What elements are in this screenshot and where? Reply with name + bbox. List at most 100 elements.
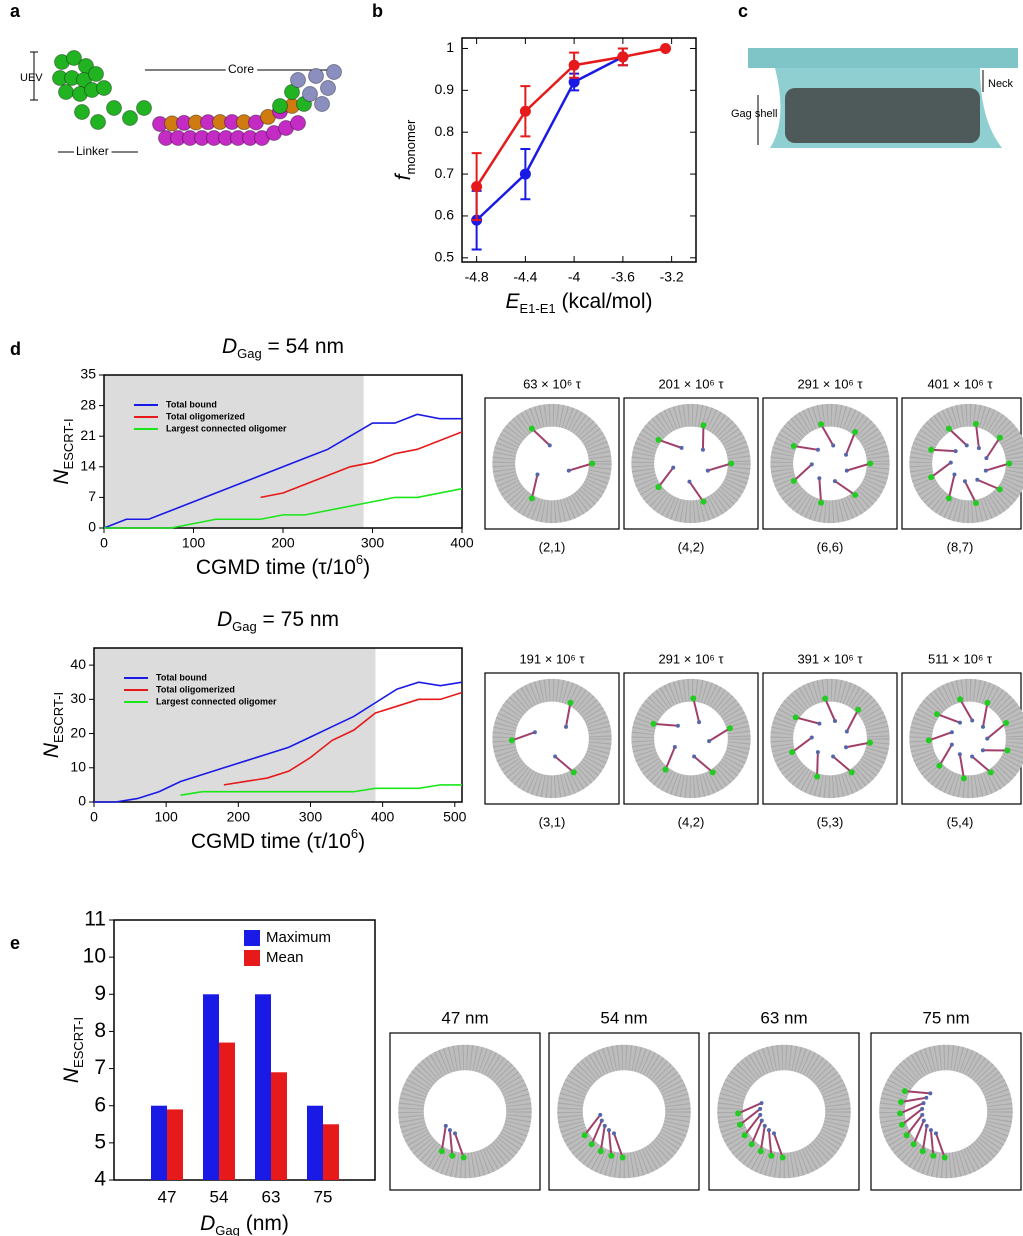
label-part: 6 (356, 552, 363, 567)
escrt-tail (928, 1091, 933, 1096)
x-tick-label: 300 (361, 535, 385, 551)
escrt-chain (737, 1102, 762, 1115)
escrt-chain (599, 1125, 606, 1152)
escrt-tail (844, 452, 849, 457)
label-part: (nm) (240, 1212, 289, 1235)
escrt-chain (948, 427, 968, 447)
chart: 4 5 6 7 8 9 10 11 47 54 63 75 Maximum Mean (83, 908, 376, 1206)
bead (320, 80, 336, 96)
chart: 0 7 14 21 28 35 0 100 200 300 400 Total bound Total … (80, 366, 473, 551)
escrt-chain (900, 1096, 927, 1103)
escrt-head (957, 696, 964, 703)
escrt-head (460, 1154, 467, 1161)
escrt-tail (970, 718, 975, 723)
label-part: Gag (232, 619, 257, 634)
escrt-head (662, 766, 669, 773)
series-line (104, 487, 463, 529)
x-tick-label: 400 (371, 809, 395, 825)
escrt-tail (535, 472, 540, 477)
axis-label: fmonomer (392, 119, 418, 180)
bead (66, 50, 82, 66)
data-point (660, 42, 672, 54)
snapshot-caption: 63 nm (760, 1008, 807, 1027)
escrt-chain (759, 1125, 766, 1152)
escrt-tail (831, 443, 836, 448)
shaded-region (94, 648, 376, 802)
escrt-tail (553, 754, 558, 759)
snapshot (484, 672, 620, 805)
escrt-head (972, 420, 979, 427)
escrt-tail (672, 745, 677, 750)
snapshot-state: (8,7) (947, 539, 974, 554)
bead (272, 98, 288, 114)
legend-label: Largest connected oligomer (156, 696, 277, 706)
escrt-chain (653, 722, 679, 727)
label-part: monomer (403, 119, 418, 175)
y-tick-label: 0 (88, 519, 96, 535)
snapshot (870, 1032, 1022, 1191)
escrt-head (898, 1121, 905, 1128)
escrt-chain (935, 1132, 946, 1158)
y-tick-label: 21 (80, 427, 96, 443)
label-part: ESCRT-I (51, 692, 66, 743)
gag-ring-texture (909, 678, 1023, 799)
bead (90, 114, 106, 130)
escrt-chain (688, 481, 705, 503)
escrt-head (726, 725, 733, 732)
axis-label: DGag = 54 nm (222, 335, 344, 361)
escrt-head (735, 1110, 742, 1117)
escrt-tail (980, 748, 985, 753)
escrt-chain (845, 431, 857, 456)
bead (74, 104, 90, 120)
escrt-tail (675, 723, 680, 728)
molecule-illustration: UEV Core Linker (20, 50, 342, 161)
escrt-chain (613, 1132, 624, 1158)
axis-label: NESCRT-I (60, 1017, 86, 1083)
escrt-head (822, 695, 829, 702)
escrt-chain (832, 755, 853, 774)
escrt-chain (583, 1114, 602, 1136)
escrt-tail (532, 730, 537, 735)
escrt-chain (985, 462, 1010, 472)
escrt-tail (975, 477, 980, 482)
escrt-tail (547, 443, 552, 448)
escrt-chain (976, 478, 1001, 491)
escrt-head (650, 720, 657, 727)
plot-frame (103, 374, 463, 529)
data-point (471, 181, 483, 193)
escrt-head (1006, 460, 1013, 467)
shaded-region (104, 375, 364, 528)
escrt-chain (739, 1108, 761, 1126)
legend-label: Total bound (166, 399, 217, 409)
escrt-head (567, 699, 574, 706)
x-tick-label: 100 (154, 809, 178, 825)
snapshot-caption: 401 × 10⁶ τ (927, 376, 993, 391)
label: Core (228, 62, 254, 76)
escrt-chain (793, 445, 819, 451)
escrt-tail (687, 479, 692, 484)
escrt-tail (924, 1095, 929, 1100)
snapshot (548, 1032, 700, 1191)
escrt-chain (958, 754, 965, 779)
escrt-head (728, 460, 735, 467)
escrt-chain (982, 702, 989, 728)
escrt-head (449, 1152, 456, 1159)
y-tick-label: 1 (446, 39, 454, 55)
escrt-chain (921, 1125, 928, 1152)
escrt-chain (707, 462, 732, 472)
escrt-tail (957, 720, 962, 725)
escrt-head (690, 695, 697, 702)
escrt-chain (791, 736, 813, 753)
snapshot-caption: 54 nm (600, 1008, 647, 1027)
escrt-head (508, 737, 515, 744)
escrt-chain (773, 1132, 784, 1158)
escrt-tail (952, 472, 957, 477)
escrt-head (768, 1152, 775, 1159)
escrt-tail (766, 1128, 771, 1133)
legend-label: Total oligomerized (166, 411, 245, 421)
escrt-chain (767, 1130, 773, 1156)
escrt-tail (844, 729, 849, 734)
escrt-tail (985, 736, 990, 741)
y-tick-label: 28 (80, 396, 96, 412)
